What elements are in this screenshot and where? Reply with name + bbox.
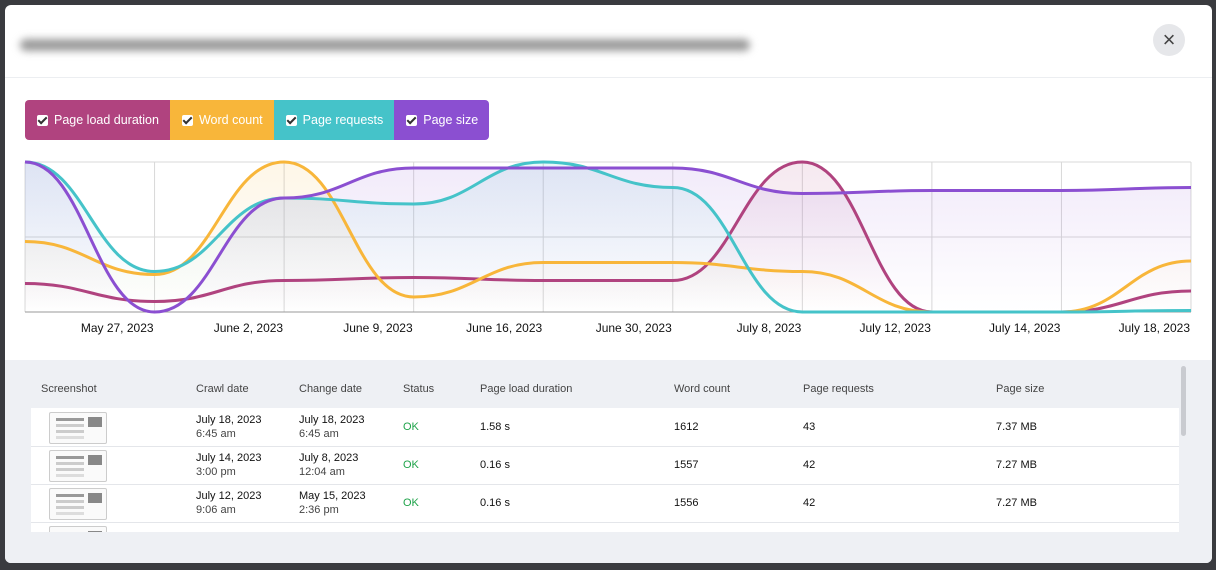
x-tick-label: July 12, 2023 [859, 321, 931, 335]
checkbox[interactable] [406, 114, 418, 126]
column-header: Status [403, 383, 435, 395]
table-cell: 1557 [674, 459, 699, 471]
table-cell: July 12, 2023 [196, 490, 262, 502]
table-cell: 3:00 pm [196, 466, 236, 478]
x-tick-label: June 9, 2023 [343, 321, 413, 335]
chart: May 27, 2023 June 2, 2023 June 9, 2023 June… [24, 160, 1192, 335]
table-cell: OK [403, 497, 419, 509]
table-row[interactable]: July 12, 2023 9:06 am May 15, 2023 2:36 pm O… [31, 484, 1179, 523]
table-cell: July 8, 2023 [299, 452, 359, 464]
table-cell: 6:45 am [196, 428, 236, 440]
close-button[interactable]: × [1153, 24, 1185, 56]
table-cell: 9:06 am [196, 504, 236, 516]
table-cell: 6:45 am [299, 428, 339, 440]
screenshot-thumbnail [49, 450, 107, 482]
table-row-partial [31, 522, 1179, 532]
checkbox[interactable] [181, 114, 193, 126]
column-header: Word count [674, 383, 731, 395]
table-cell: 1.58 s [480, 421, 510, 433]
table-cell: July 18, 2023 [299, 414, 365, 426]
table-cell: 0.16 s [480, 459, 510, 471]
table-cell: 42 [803, 459, 816, 471]
table-cell: 12:04 am [299, 466, 345, 478]
legend-item[interactable]: Page size [394, 100, 490, 140]
scrollbar[interactable] [1181, 366, 1186, 436]
column-header: Change date [299, 383, 362, 395]
legend-label: Page requests [302, 113, 384, 127]
series-line [24, 160, 1192, 314]
separator [5, 77, 1212, 78]
table-header: Screenshot Crawl date Change date Status Pag… [31, 366, 1179, 408]
blurred-title [20, 39, 750, 51]
screenshot-thumbnail [49, 526, 107, 532]
legend-label: Page load duration [54, 113, 159, 127]
column-header: Page requests [803, 383, 874, 395]
table-cell: OK [403, 421, 419, 433]
checkbox[interactable] [37, 114, 48, 126]
x-tick-label: July 8, 2023 [737, 321, 802, 335]
table-cell: 42 [803, 497, 816, 509]
table-cell: 7.27 MB [996, 497, 1037, 509]
table: Screenshot Crawl date Change date Status Pag… [31, 366, 1179, 532]
x-tick-label: July 18, 2023 [1119, 321, 1191, 335]
table-cell: 1612 [674, 421, 699, 433]
checkbox[interactable] [285, 114, 297, 126]
legend-item[interactable]: Word count [169, 100, 274, 140]
table-row[interactable]: July 18, 2023 6:45 am July 18, 2023 6:45 am… [31, 408, 1179, 447]
table-cell: 2:36 pm [299, 504, 339, 516]
legend-item[interactable]: Page load duration [25, 100, 170, 140]
column-header: Crawl date [196, 383, 249, 395]
table-cell: 43 [803, 421, 816, 433]
screenshot-thumbnail [49, 488, 107, 520]
x-tick-label: May 27, 2023 [81, 321, 154, 335]
legend-label: Word count [198, 113, 263, 127]
x-tick-label: June 2, 2023 [214, 321, 284, 335]
table-cell: OK [403, 459, 419, 471]
table-cell: May 15, 2023 [299, 490, 366, 502]
legend-item[interactable]: Page requests [273, 100, 395, 140]
x-tick-label: June 30, 2023 [596, 321, 672, 335]
table-cell: July 18, 2023 [196, 414, 262, 426]
x-tick-label: June 16, 2023 [466, 321, 542, 335]
table-cell: 7.27 MB [996, 459, 1037, 471]
column-header: Page size [996, 383, 1045, 395]
table-cell: 0.16 s [480, 497, 510, 509]
screenshot-thumbnail [49, 412, 107, 444]
legend-label: Page size [423, 113, 479, 127]
column-header: Page load duration [480, 383, 573, 395]
table-cell: 1556 [674, 497, 699, 509]
x-tick-label: July 14, 2023 [989, 321, 1061, 335]
table-row[interactable]: July 14, 2023 3:00 pm July 8, 2023 12:04 am… [31, 446, 1179, 485]
series-line [24, 160, 1192, 314]
table-cell: July 14, 2023 [196, 452, 262, 464]
table-cell: 7.37 MB [996, 421, 1037, 433]
column-header: Screenshot [41, 383, 97, 395]
table-area: Screenshot Crawl date Change date Status Pag… [5, 360, 1212, 563]
legend: Page load duration Word count Page request… [25, 100, 490, 140]
